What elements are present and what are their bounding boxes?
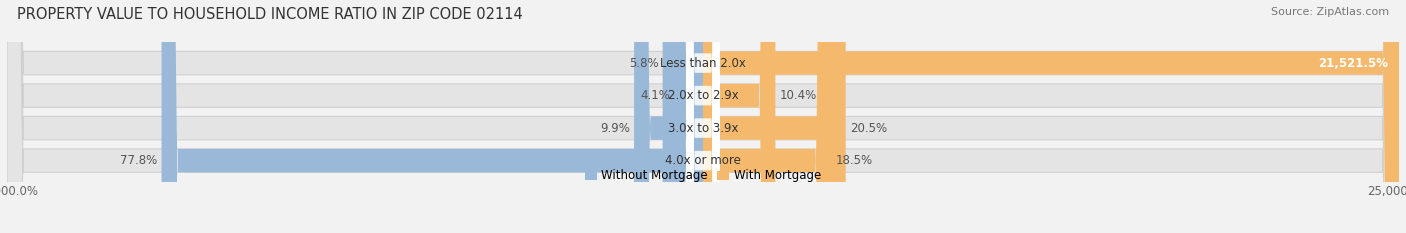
FancyBboxPatch shape bbox=[686, 0, 720, 233]
FancyBboxPatch shape bbox=[7, 0, 1399, 233]
Text: 5.8%: 5.8% bbox=[628, 57, 658, 70]
FancyBboxPatch shape bbox=[162, 0, 703, 233]
Text: PROPERTY VALUE TO HOUSEHOLD INCOME RATIO IN ZIP CODE 02114: PROPERTY VALUE TO HOUSEHOLD INCOME RATIO… bbox=[17, 7, 523, 22]
FancyBboxPatch shape bbox=[703, 0, 775, 233]
FancyBboxPatch shape bbox=[662, 0, 703, 233]
Legend: Without Mortgage, With Mortgage: Without Mortgage, With Mortgage bbox=[581, 164, 825, 187]
FancyBboxPatch shape bbox=[686, 0, 720, 233]
Text: 2.0x to 2.9x: 2.0x to 2.9x bbox=[668, 89, 738, 102]
Text: 20.5%: 20.5% bbox=[849, 122, 887, 135]
Text: 21,521.5%: 21,521.5% bbox=[1317, 57, 1388, 70]
Text: Source: ZipAtlas.com: Source: ZipAtlas.com bbox=[1271, 7, 1389, 17]
FancyBboxPatch shape bbox=[634, 0, 703, 233]
FancyBboxPatch shape bbox=[7, 0, 1399, 233]
Text: 18.5%: 18.5% bbox=[837, 154, 873, 167]
FancyBboxPatch shape bbox=[686, 0, 720, 233]
FancyBboxPatch shape bbox=[686, 0, 720, 233]
Text: 77.8%: 77.8% bbox=[120, 154, 157, 167]
FancyBboxPatch shape bbox=[703, 0, 1399, 233]
Text: 4.1%: 4.1% bbox=[640, 89, 671, 102]
FancyBboxPatch shape bbox=[675, 0, 703, 233]
Text: 4.0x or more: 4.0x or more bbox=[665, 154, 741, 167]
Text: 9.9%: 9.9% bbox=[600, 122, 630, 135]
FancyBboxPatch shape bbox=[703, 0, 845, 233]
Text: 3.0x to 3.9x: 3.0x to 3.9x bbox=[668, 122, 738, 135]
Text: 10.4%: 10.4% bbox=[779, 89, 817, 102]
FancyBboxPatch shape bbox=[7, 0, 1399, 233]
Text: Less than 2.0x: Less than 2.0x bbox=[659, 57, 747, 70]
FancyBboxPatch shape bbox=[703, 0, 832, 233]
FancyBboxPatch shape bbox=[7, 0, 1399, 233]
